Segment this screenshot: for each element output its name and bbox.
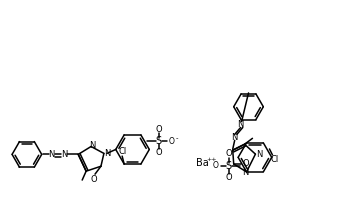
Text: N: N (104, 149, 110, 158)
Text: O: O (213, 161, 219, 170)
Text: N: N (48, 150, 55, 159)
Text: S: S (226, 161, 231, 171)
Text: S: S (156, 136, 162, 146)
Text: O: O (91, 175, 97, 184)
Text: N: N (237, 120, 244, 129)
Text: N: N (61, 150, 67, 159)
Text: O: O (225, 173, 232, 182)
Text: O: O (169, 137, 175, 146)
Text: N: N (89, 141, 95, 150)
Text: N: N (242, 168, 249, 177)
Text: Cl: Cl (118, 147, 126, 156)
Text: N: N (256, 150, 263, 159)
Text: N: N (231, 133, 238, 142)
Text: O: O (156, 125, 162, 134)
Text: ++: ++ (206, 157, 217, 162)
Text: -: - (175, 135, 178, 141)
Text: O: O (225, 149, 232, 158)
Text: O: O (242, 159, 249, 168)
Text: O: O (156, 148, 162, 157)
Text: Ba: Ba (196, 158, 209, 168)
Text: Cl: Cl (270, 155, 279, 164)
